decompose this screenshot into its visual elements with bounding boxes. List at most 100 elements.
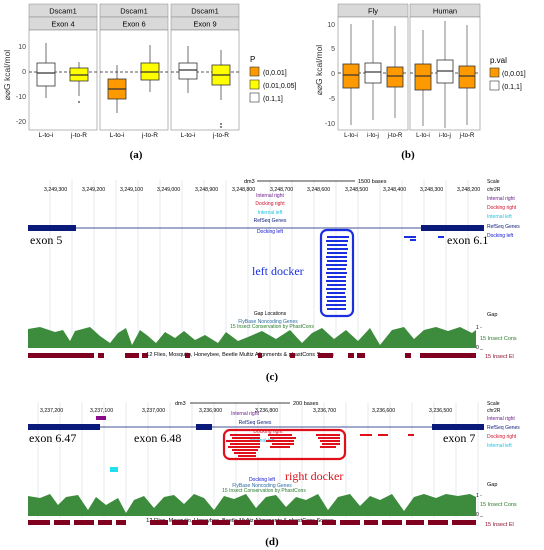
y-tick: 10 bbox=[18, 44, 26, 51]
legend-item: (0,0.01] bbox=[263, 70, 287, 77]
x-label: j-to-R bbox=[387, 133, 403, 139]
facet-exon6: Dscam1 Exon 6 L-to-i j-to-R bbox=[99, 3, 169, 139]
right-label: 15 Insect Cons bbox=[480, 502, 517, 508]
right-label: Internal right bbox=[487, 416, 515, 422]
panel-a-y-axis-label: ⌀⌀G kcal/mol bbox=[2, 50, 12, 100]
docking-reads bbox=[226, 434, 414, 457]
y-tick: -5 bbox=[329, 96, 335, 103]
y-tick: -10 bbox=[16, 94, 26, 101]
box-plot bbox=[458, 65, 476, 89]
coord-label: 3,248,500 bbox=[345, 187, 368, 193]
facet-human: Human L-to-i i-to-j j-to-R bbox=[409, 3, 481, 139]
panel-caption: (b) bbox=[401, 149, 415, 161]
track-label: Internal left bbox=[258, 210, 283, 216]
exon-block bbox=[421, 225, 484, 231]
x-label: j-to-R bbox=[459, 133, 475, 139]
track-label: FlyBase Noncoding Genes bbox=[232, 483, 292, 489]
element-bars bbox=[28, 353, 476, 358]
y-tick: 0 bbox=[22, 69, 26, 76]
right-label: Gap bbox=[487, 482, 497, 488]
right-label: 15 Insect Cons bbox=[480, 336, 517, 342]
coord-label: 3,236,700 bbox=[313, 408, 336, 414]
axis-tick: 1 - bbox=[476, 493, 482, 499]
x-label: i-to-j bbox=[367, 133, 379, 139]
exon-label: exon 6.1 bbox=[447, 233, 488, 247]
y-tick: 10 bbox=[327, 22, 335, 29]
panel-caption: (d) bbox=[265, 536, 279, 548]
docker-label: left docker bbox=[252, 264, 304, 278]
x-label: i-to-j bbox=[439, 133, 451, 139]
track-label: Docking right bbox=[255, 201, 285, 207]
panel-c: dm3 1500 bases 3,249,300 3,249,200 3,249… bbox=[26, 168, 520, 383]
facet-strip-bottom: Exon 4 bbox=[51, 20, 74, 29]
box-plot bbox=[178, 62, 198, 80]
x-label: L-to-i bbox=[39, 132, 54, 139]
track-label: FlyBase Noncoding Genes bbox=[238, 319, 298, 325]
x-label: j-to-R bbox=[70, 132, 87, 139]
right-label: RefSeq Genes bbox=[487, 425, 520, 431]
right-label: Docking left bbox=[487, 233, 514, 239]
x-label: j-to-R bbox=[212, 132, 229, 139]
facet-strip-bottom: Exon 6 bbox=[122, 20, 145, 29]
right-label: RefSeq Genes bbox=[487, 224, 520, 230]
right-label: Gap bbox=[487, 312, 497, 318]
facet-exon9: Dscam1 Exon 9 L-to-i j-to-R bbox=[170, 3, 240, 139]
exon-block bbox=[28, 424, 100, 430]
track-label: RefSeq Genes bbox=[254, 218, 287, 224]
right-label: 15 Insect El bbox=[485, 522, 514, 528]
legend-title: P bbox=[250, 55, 255, 64]
docker-highlight-box bbox=[319, 228, 355, 318]
facet-exon4: Dscam1 Exon 4 L-to-i j-to-R bbox=[28, 3, 98, 139]
right-label: Scale bbox=[487, 401, 500, 407]
x-label: L-to-i bbox=[344, 133, 358, 139]
coord-label: 3,248,900 bbox=[195, 187, 218, 193]
exon-block bbox=[28, 225, 76, 231]
track-label: Docking left bbox=[249, 477, 276, 483]
coord-label: 3,248,800 bbox=[232, 187, 255, 193]
legend-title: p.val bbox=[490, 56, 507, 65]
coord-label: 3,236,800 bbox=[255, 408, 278, 414]
right-label: 15 Insect El bbox=[485, 354, 514, 360]
right-label: Docking right bbox=[487, 205, 517, 211]
axis-tick: 0 _ bbox=[476, 345, 483, 351]
facet-strip-top: Dscam1 bbox=[49, 7, 77, 16]
coord-label: 3,248,400 bbox=[383, 187, 406, 193]
track-label: Internal right bbox=[256, 193, 284, 199]
legend-item: (0,0.01] bbox=[502, 71, 526, 78]
coord-label: 3,249,300 bbox=[44, 187, 67, 193]
legend-a: P (0,0.01] (0.01,0.05] (0.1,1] bbox=[249, 55, 297, 103]
track-label: Docking right bbox=[253, 429, 283, 435]
coord-label: 3,236,900 bbox=[199, 408, 222, 414]
legend-swatch bbox=[249, 66, 260, 77]
right-label: Internal left bbox=[487, 443, 512, 449]
y-tick: -20 bbox=[16, 119, 26, 126]
track-label: 15 Insect Conservation by PhastCons bbox=[222, 488, 306, 494]
y-tick: 0 bbox=[331, 71, 335, 78]
track-label: Gap Locations bbox=[254, 311, 287, 317]
box-plot bbox=[414, 63, 432, 91]
coord-label: 3,248,300 bbox=[420, 187, 443, 193]
right-label: chr2R bbox=[487, 187, 501, 193]
exon-label: exon 5 bbox=[30, 233, 62, 247]
conservation-plot bbox=[28, 494, 476, 516]
y-tick: -10 bbox=[325, 121, 335, 128]
axis-tick: 1 - bbox=[476, 325, 482, 331]
box-plot bbox=[342, 63, 360, 89]
docker-highlight-box bbox=[222, 428, 347, 461]
panel-b-y-axis-label: ⌀⌀G kcal/mol bbox=[314, 45, 324, 95]
coord-label: 3,248,700 bbox=[270, 187, 293, 193]
scale-label: 1500 bases bbox=[358, 179, 387, 185]
legend-item: (0.1,1] bbox=[502, 84, 522, 91]
element-bars bbox=[28, 520, 476, 525]
panel-caption: (a) bbox=[130, 149, 143, 161]
coord-label: 3,248,600 bbox=[307, 187, 330, 193]
panel-caption: (c) bbox=[266, 371, 279, 383]
right-label: Scale bbox=[487, 179, 500, 185]
facet-strip-bottom: Exon 9 bbox=[193, 20, 216, 29]
track-label: 15 Insect Conservation by PhastCons bbox=[230, 324, 314, 330]
legend-swatch bbox=[489, 67, 500, 78]
track-label: Docking left bbox=[257, 229, 284, 235]
exon-label: exon 6.47 bbox=[29, 431, 76, 445]
internal-right-block bbox=[96, 416, 106, 420]
right-label: Internal left bbox=[487, 214, 512, 220]
